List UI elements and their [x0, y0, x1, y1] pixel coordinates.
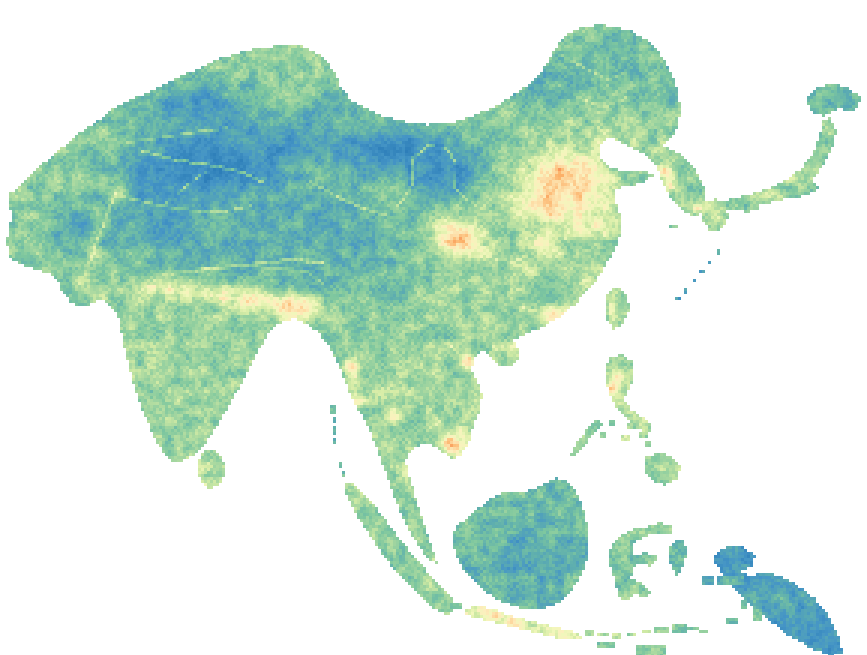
asia-raster-map-canvas: [0, 0, 867, 655]
asia-raster-map-figure: [0, 0, 867, 655]
